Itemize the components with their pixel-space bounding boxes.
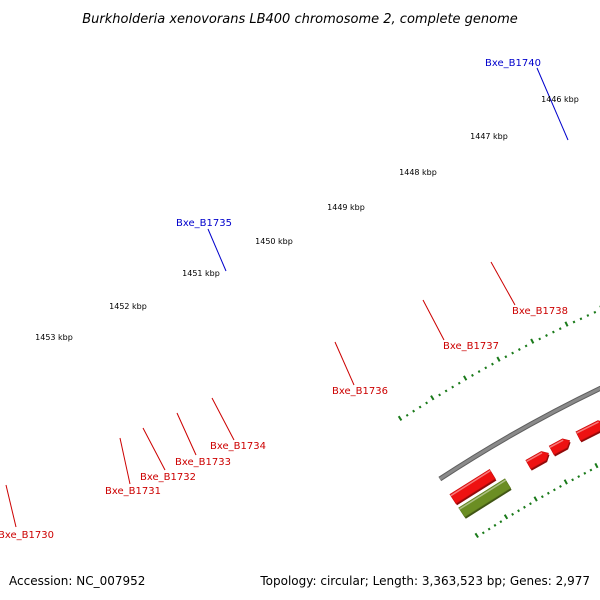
scale-label-1449: 1449 kbp xyxy=(327,203,365,212)
map-title: Burkholderia xenovorans LB400 chromosome… xyxy=(82,12,518,27)
inner-ring-tick xyxy=(481,531,485,535)
inner-ring-tick xyxy=(487,527,491,531)
leader-bxe-b1738 xyxy=(490,261,516,306)
label-leaders xyxy=(5,67,569,528)
outer-ring-tick xyxy=(524,344,528,348)
inner-ring-tick xyxy=(577,475,581,478)
gene-label-bxe-b1737[interactable]: Bxe_B1737 xyxy=(443,341,499,352)
feature-bxe-b1733-highlight xyxy=(576,421,599,434)
outer-ring-tick xyxy=(430,395,435,401)
accession-text: Accession: NC_007952 xyxy=(9,574,145,588)
feature-bxe-b1731 xyxy=(525,451,549,470)
gene-label-bxe-b1730[interactable]: Bxe_B1730 xyxy=(0,530,54,541)
inner-ring-tick xyxy=(583,471,587,475)
gene-label-bxe-b1736[interactable]: Bxe_B1736 xyxy=(332,386,388,397)
outer-ring-tick xyxy=(511,351,514,355)
outer-ring-tick xyxy=(517,348,521,351)
outer-ring-tick xyxy=(491,362,494,366)
inner-ring-tick xyxy=(499,520,503,524)
outer-ring-tick xyxy=(579,317,583,321)
outer-ring-tick xyxy=(593,310,597,314)
outer-ring-tick xyxy=(477,370,481,374)
gene-label-bxe-b1734[interactable]: Bxe_B1734 xyxy=(210,441,266,452)
inner-ring-tick xyxy=(559,484,562,488)
inner-ring-tick xyxy=(523,505,526,509)
outer-ring-tick xyxy=(397,415,403,421)
leader-bxe-b1737 xyxy=(422,299,445,341)
outer-ring-tick xyxy=(530,338,535,344)
feature-bxe-b1731-highlight xyxy=(526,452,543,463)
outer-ring-tick xyxy=(425,401,429,405)
inner-ring-tick xyxy=(503,514,509,520)
outer-ring-tick xyxy=(438,393,442,397)
feature-bxe-b1730-highlight xyxy=(459,479,507,510)
inner-ring-tick xyxy=(493,523,497,527)
outer-ring-tick xyxy=(552,330,555,334)
backbone-line xyxy=(438,386,600,481)
gene-label-bxe-b1732[interactable]: Bxe_B1732 xyxy=(140,472,196,483)
inner-ring-tick xyxy=(589,468,593,472)
leader-bxe-b1733 xyxy=(176,412,197,456)
inner-ring-tick xyxy=(594,462,599,469)
inner-ring-tick xyxy=(517,509,520,513)
outer-ring-tick xyxy=(463,375,468,381)
gene-label-bxe-b1735[interactable]: Bxe_B1735 xyxy=(176,218,232,229)
gene-label-bxe-b1740[interactable]: Bxe_B1740 xyxy=(485,58,541,69)
scale-label-1453: 1453 kbp xyxy=(35,333,73,342)
chromosome-backbone xyxy=(438,385,600,482)
outer-ring-tick xyxy=(564,321,569,327)
outer-ring-tick xyxy=(444,389,448,393)
inner-ring-tick xyxy=(529,502,532,506)
scale-label-1446: 1446 kbp xyxy=(541,95,579,104)
gene-features xyxy=(449,420,600,519)
inner-ring-tick xyxy=(511,512,515,516)
gene-label-bxe-b1731[interactable]: Bxe_B1731 xyxy=(105,486,161,497)
scale-label-1450: 1450 kbp xyxy=(255,237,293,246)
outer-ring-tick xyxy=(558,327,562,331)
outer-ring-tick xyxy=(412,409,416,413)
leader-bxe-b1736 xyxy=(334,341,355,386)
inner-ring-tick xyxy=(540,495,544,499)
inner-ring-tick xyxy=(474,532,479,539)
feature-bxe-b1732 xyxy=(548,438,571,456)
feature-bxe-b1730 xyxy=(458,478,512,518)
scale-label-1447: 1447 kbp xyxy=(470,132,508,141)
gene-label-bxe-b1733[interactable]: Bxe_B1733 xyxy=(175,457,231,468)
scale-label-1452: 1452 kbp xyxy=(109,302,147,311)
outer-ring-tick xyxy=(586,314,590,317)
outer-ring-tick xyxy=(484,366,488,370)
inner-ring-tick xyxy=(546,491,550,495)
genome-summary-text: Topology: circular; Length: 3,363,523 bp… xyxy=(259,574,590,588)
feature-red-left xyxy=(449,468,496,505)
inner-ring-tick xyxy=(533,496,538,502)
outer-ring-tick xyxy=(504,355,508,359)
leader-bxe-b1731 xyxy=(119,437,131,485)
outer-ring-tick xyxy=(471,373,474,377)
outer-ring-tick xyxy=(572,320,576,324)
gene-label-bxe-b1738[interactable]: Bxe_B1738 xyxy=(512,306,568,317)
inner-ring-tick xyxy=(571,478,574,482)
scale-label-1451: 1451 kbp xyxy=(182,269,220,278)
feature-bxe-b1732-highlight xyxy=(549,439,564,448)
outer-ring-tick xyxy=(457,381,461,385)
outer-ring-tick xyxy=(545,334,548,337)
outer-ring-tick xyxy=(451,385,455,389)
leader-bxe-b1734 xyxy=(211,397,235,441)
tick-marks xyxy=(397,305,600,539)
scale-label-1448: 1448 kbp xyxy=(399,168,437,177)
inner-ring-tick xyxy=(563,479,568,485)
outer-ring-tick xyxy=(496,356,501,362)
leader-bxe-b1732 xyxy=(142,427,166,471)
outer-ring-tick xyxy=(418,405,422,409)
outer-ring-tick xyxy=(538,337,542,341)
leader-bxe-b1735 xyxy=(207,228,227,272)
leader-bxe-b1730 xyxy=(5,484,17,528)
inner-ring-tick xyxy=(553,488,556,492)
outer-ring-tick xyxy=(405,413,409,417)
feature-red-left-highlight xyxy=(450,469,491,497)
feature-bxe-b1733 xyxy=(575,420,600,442)
leader-bxe-b1740 xyxy=(536,67,569,141)
